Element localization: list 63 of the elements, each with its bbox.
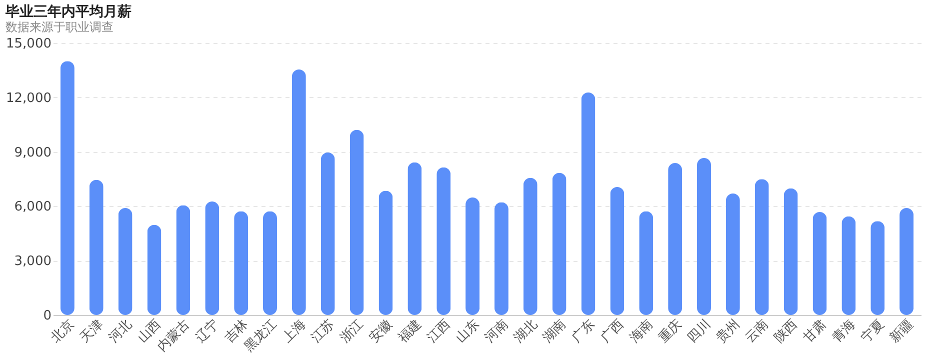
bar <box>320 152 335 315</box>
bar <box>466 197 480 315</box>
bar <box>812 212 827 315</box>
x-tick-label: 河北 <box>106 316 136 346</box>
bar <box>378 190 393 315</box>
x-tick-label: 湖南 <box>540 316 570 346</box>
x-tick-label: 四川 <box>684 316 714 346</box>
x-tick-label: 新疆 <box>887 316 916 346</box>
bar <box>292 69 306 315</box>
x-tick-label: 辽宁 <box>192 316 222 346</box>
bar <box>494 202 508 315</box>
x-tick-label: 广东 <box>569 316 598 346</box>
x-tick-label: 甘肃 <box>800 316 830 346</box>
chart-title: 毕业三年内平均月薪 <box>4 4 132 20</box>
x-tick-label: 上海 <box>280 316 309 346</box>
x-tick-label: 福建 <box>396 316 425 346</box>
bar <box>263 211 277 315</box>
x-tick-label: 青海 <box>830 316 859 346</box>
bar <box>784 188 798 315</box>
x-tick-label: 江西 <box>424 316 454 346</box>
bar <box>697 158 711 315</box>
bar <box>842 216 856 315</box>
bar <box>552 172 566 315</box>
y-tick-label: 6,000 <box>14 200 52 215</box>
bar <box>60 61 74 315</box>
bar <box>118 208 132 315</box>
bar <box>639 211 654 315</box>
bar <box>408 162 422 315</box>
x-tick-label: 贵州 <box>714 316 743 346</box>
bar <box>436 167 451 315</box>
x-tick-label: 海南 <box>627 316 656 346</box>
x-tick-label: 山东 <box>453 316 482 346</box>
x-tick-label: 江苏 <box>308 316 338 346</box>
y-tick-label: 0 <box>43 308 52 324</box>
bar <box>870 221 885 315</box>
x-tick-label: 宁夏 <box>858 316 888 346</box>
bar <box>581 92 596 315</box>
y-tick-label: 12,000 <box>6 90 52 106</box>
bar <box>234 211 248 315</box>
bar <box>523 178 538 315</box>
x-tick-label: 广西 <box>598 316 628 346</box>
x-tick-label: 云南 <box>742 316 772 346</box>
bar <box>176 205 190 315</box>
x-tick-label: 安徽 <box>366 316 396 346</box>
x-tick-label: 浙江 <box>338 316 367 346</box>
bar <box>900 208 914 315</box>
bar <box>350 130 364 315</box>
bar <box>754 179 769 315</box>
bar <box>147 224 162 315</box>
bar <box>726 194 740 315</box>
y-tick-label: 9,000 <box>14 145 52 160</box>
bar <box>205 201 220 315</box>
y-tick-label: 3,000 <box>14 254 52 270</box>
x-tick-label: 河南 <box>482 316 512 346</box>
bar <box>610 186 624 315</box>
x-tick-label: 重庆 <box>656 316 685 346</box>
x-tick-label: 天津 <box>77 316 106 346</box>
x-tick-label: 陕西 <box>772 316 801 346</box>
chart-subtitle: 数据来源于职业调查 <box>6 20 114 34</box>
bar <box>668 163 682 315</box>
y-tick-label: 15,000 <box>6 36 52 52</box>
bar <box>89 180 104 315</box>
x-tick-label: 湖北 <box>511 316 540 346</box>
